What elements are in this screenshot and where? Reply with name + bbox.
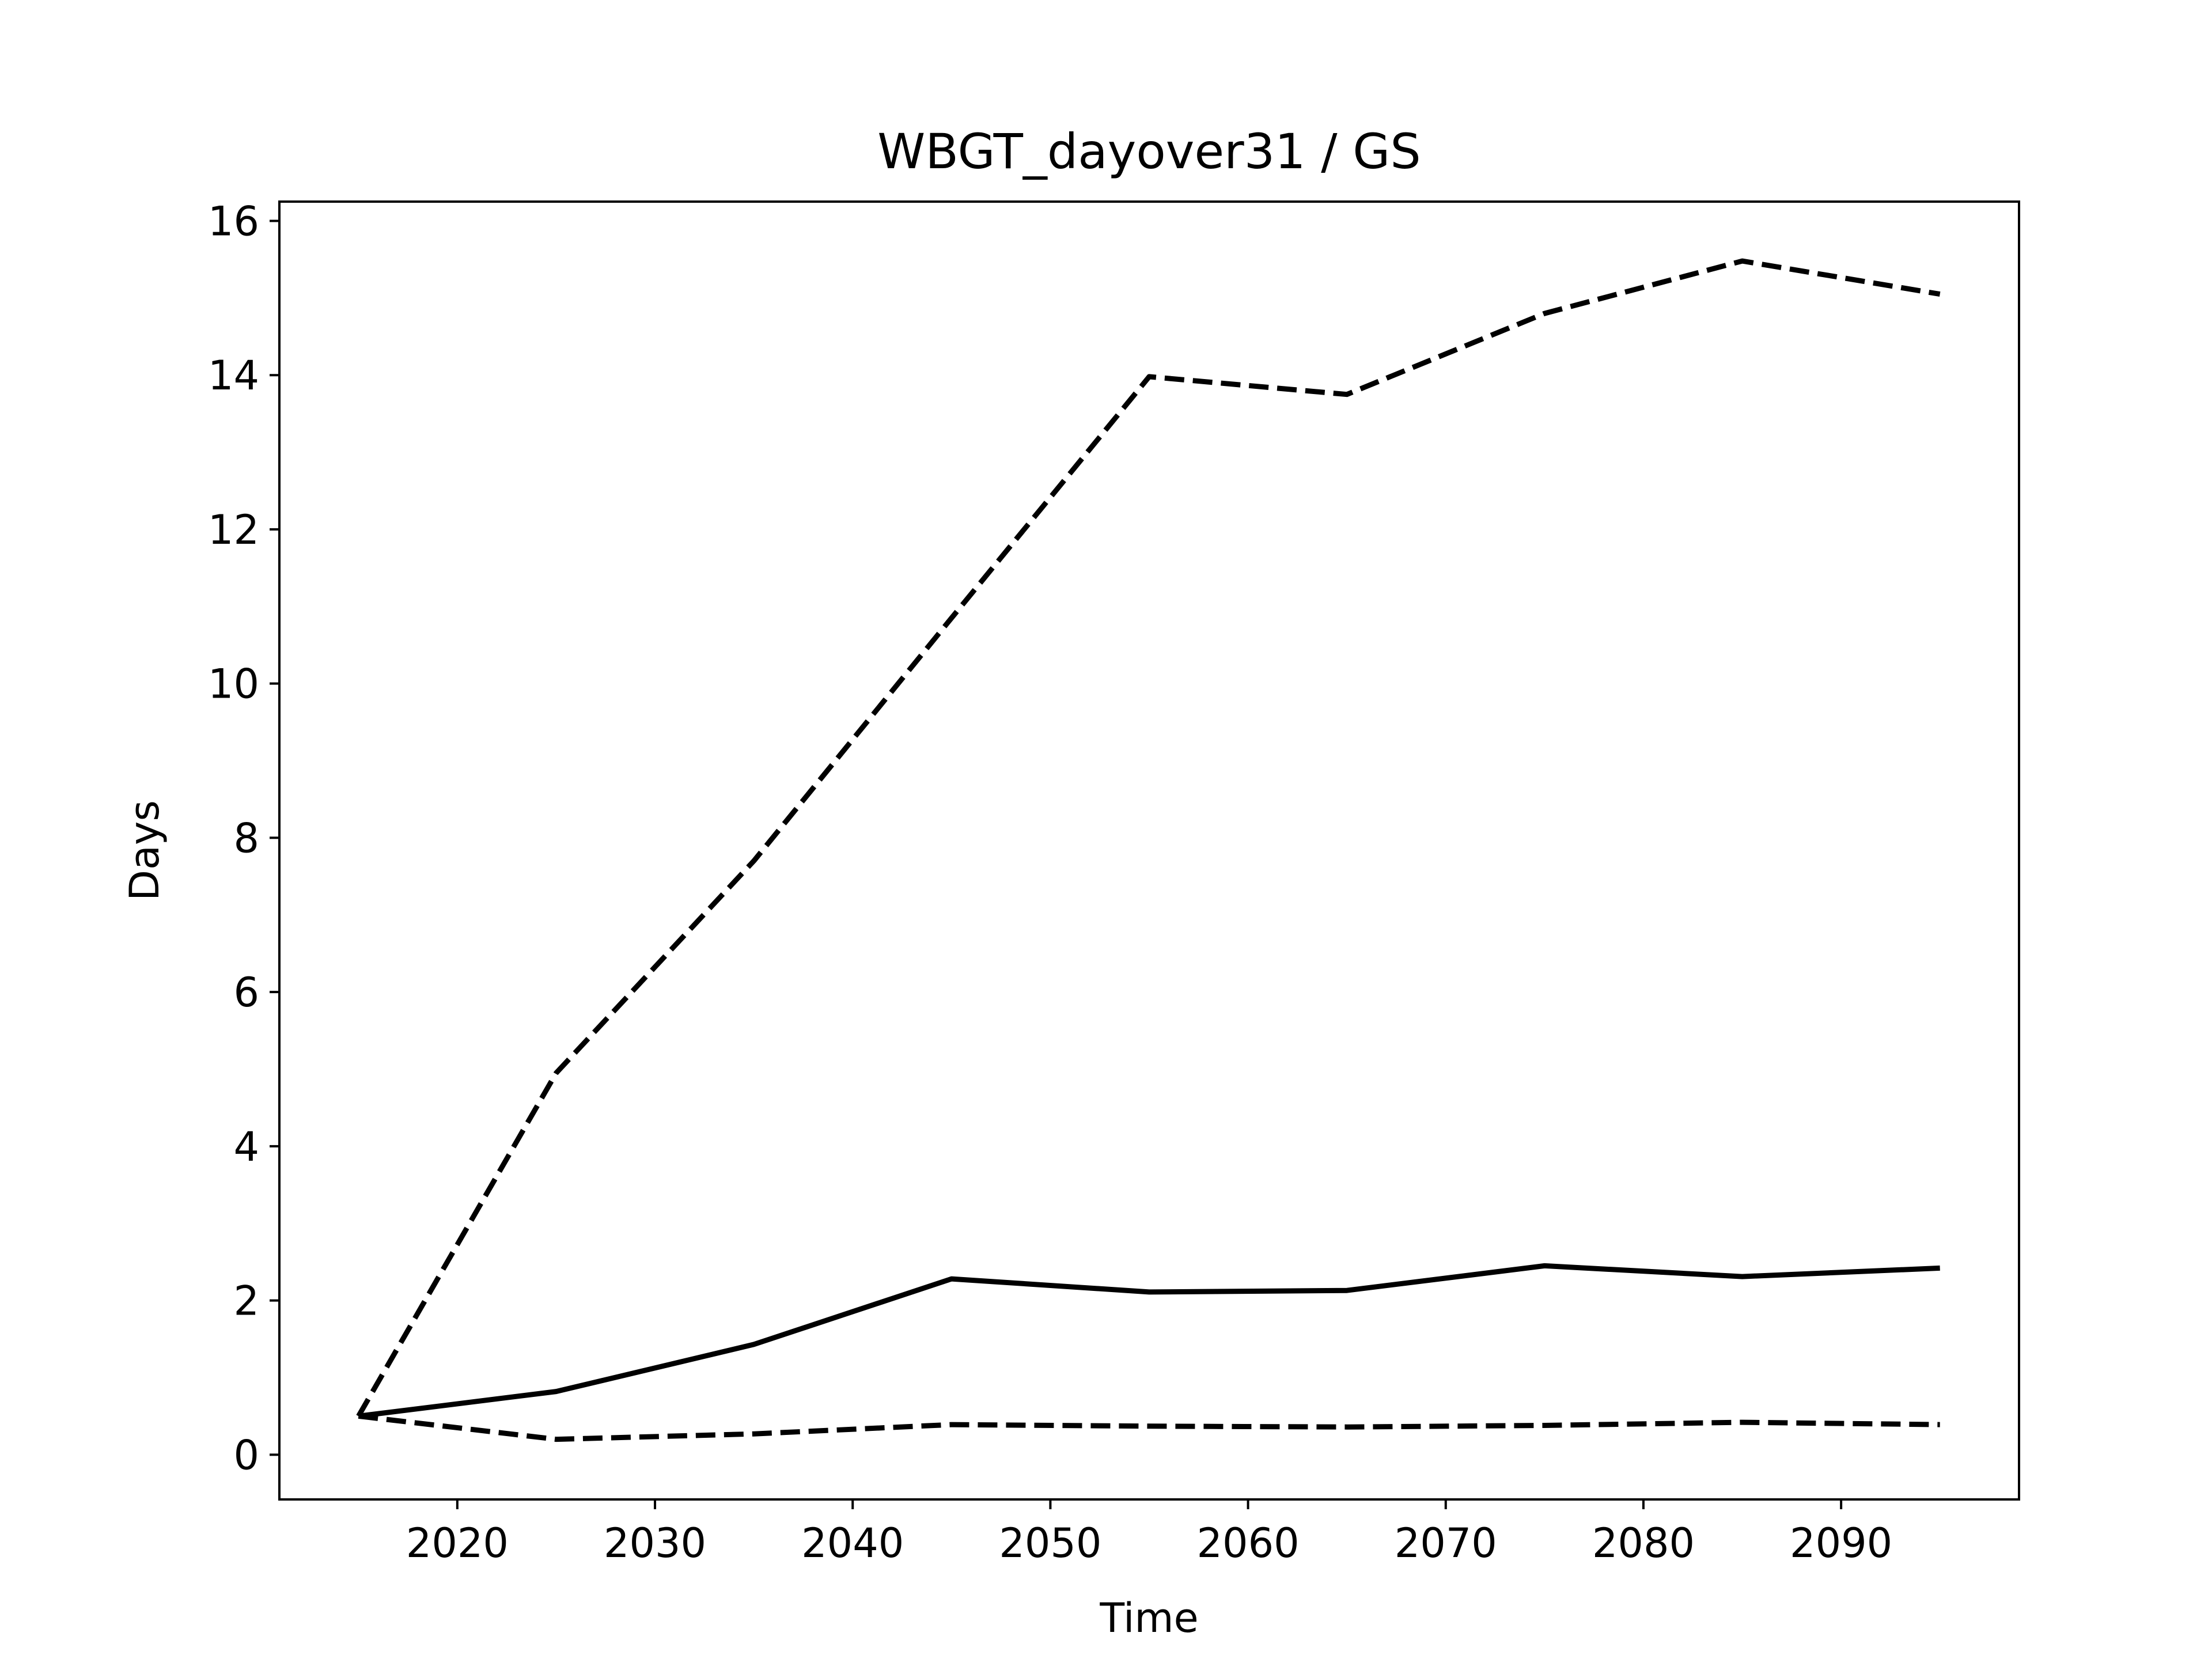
x-tick-label: 2050 [999,1520,1101,1567]
y-tick-label: 0 [233,1431,259,1479]
series-line-2 [356,258,1941,1418]
y-tick-label: 8 [233,815,259,862]
x-tick-label: 2020 [406,1520,509,1567]
x-tick-label: 2040 [801,1520,904,1567]
series-line-1 [358,1263,1940,1419]
x-axis: 2020 2030 2040 2050 2060 2070 2080 2090 [406,1499,1892,1567]
x-tick-label: 2070 [1395,1520,1497,1567]
y-tick-label: 14 [208,352,259,399]
series-line-3 [358,1413,1940,1442]
x-tick-label: 2090 [1790,1520,1892,1567]
plot-area-frame [278,200,2020,1501]
y-tick-label: 16 [208,198,259,245]
y-tick-label: 4 [233,1123,259,1171]
y-tick-label: 12 [208,506,259,554]
y-tick-label: 6 [233,969,259,1016]
x-axis-label: Time [1099,1594,1198,1642]
series-layer [356,258,1941,1442]
x-tick-label: 2060 [1197,1520,1300,1567]
x-tick-label: 2030 [604,1520,706,1567]
y-tick-label: 10 [208,661,259,708]
x-tick-label: 2080 [1592,1520,1695,1567]
y-tick-label: 2 [233,1278,259,1325]
y-axis-label: Days [121,800,168,901]
chart-title: WBGT_dayover31 / GS [877,123,1421,180]
y-axis: 0 2 4 6 8 10 12 14 16 [208,198,279,1479]
